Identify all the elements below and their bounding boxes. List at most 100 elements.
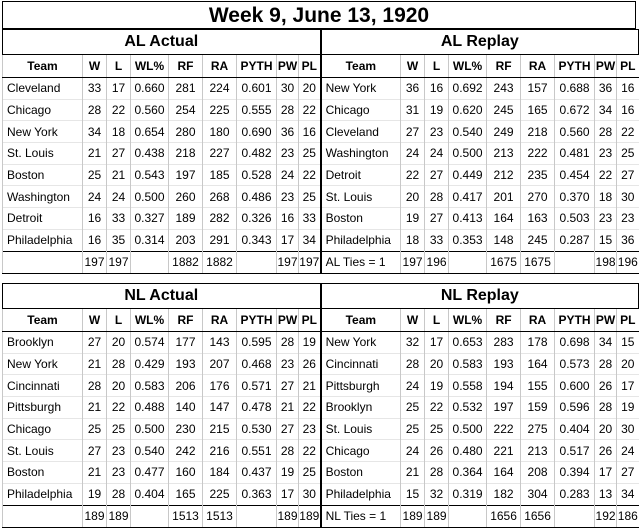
stat-cell: 0.353 [448,228,487,251]
stat-cell: 0.477 [130,461,169,484]
stat-cell: 21 [400,461,425,484]
stat-cell: 0.692 [448,77,487,100]
stat-cell: 16 [424,77,449,100]
stat-cell: 0.596 [554,396,595,419]
stat-cell: 27 [424,207,449,230]
column-header: WL% [130,54,169,78]
stat-cell: 28 [594,120,617,143]
stat-cell: 160 [168,461,203,484]
stat-cell: 0.688 [554,77,595,100]
stat-cell: 19 [424,98,449,121]
table-row: Detroit 16 33 0.327 189 282 0.326 16 33 Boston 19 2… [2,207,639,230]
total-cell [236,250,277,274]
stat-cell: 193 [168,352,203,375]
team-name-cell: New York [319,77,401,100]
stat-cell: 164 [486,207,521,230]
column-header: W [400,54,425,78]
stat-cell: 18 [594,185,617,208]
stat-cell: 25 [616,142,639,165]
stat-cell: 33 [82,77,107,100]
table-row: New York 21 28 0.429 193 207 0.468 23 26 Cincinna… [2,352,639,375]
total-cell [130,250,169,274]
stat-cell: 21 [82,396,107,419]
stat-cell: 157 [520,77,555,100]
total-cell: NL Ties = 1 [319,504,401,528]
stat-cell: 24 [424,142,449,165]
stat-cell: 0.481 [554,142,595,165]
stat-cell: 0.528 [236,163,277,186]
column-header: Team [2,308,83,332]
stat-cell: 0.558 [448,374,487,397]
team-name-cell: Brooklyn [2,331,83,354]
column-header: PYTH [554,54,595,78]
stat-cell: 0.653 [448,331,487,354]
stat-cell: 32 [424,482,449,505]
stat-cell: 24 [616,439,639,462]
column-header: PL [616,54,639,78]
table-row: St. Louis 21 27 0.438 218 227 0.482 23 25 Washing… [2,142,639,165]
stat-cell: 0.532 [448,396,487,419]
total-cell: 189 [400,504,425,528]
stat-cell: 0.364 [448,461,487,484]
table-row: Pittsburgh 21 22 0.488 140 147 0.478 21 22 Brookl… [2,396,639,419]
total-cell [2,250,83,274]
stat-cell: 0.394 [554,461,595,484]
team-name-cell: Pittsburgh [319,374,401,397]
table-row: Boston 25 21 0.543 197 185 0.528 24 22 Detroit 22 2… [2,163,639,186]
stat-cell: 30 [616,185,639,208]
stat-cell: 16 [297,120,321,143]
stat-cell: 20 [106,331,131,354]
column-header: PW [276,308,299,332]
total-cell [554,504,595,528]
stat-cell: 36 [400,77,425,100]
stat-cell: 0.468 [236,352,277,375]
column-header: PW [594,308,617,332]
column-header: RF [168,308,203,332]
stat-cell: 34 [594,98,617,121]
team-name-cell: New York [2,352,83,375]
stat-cell: 23 [106,439,131,462]
section-title-right: NL Replay [319,283,640,309]
stat-cell: 23 [424,120,449,143]
stat-cell: 282 [202,207,237,230]
total-cell: AL Ties = 1 [319,250,401,274]
stat-cell: 0.413 [448,207,487,230]
stat-cell: 21 [106,163,131,186]
stat-cell: 28 [106,482,131,505]
team-name-cell: Washington [2,185,83,208]
column-header: PL [297,54,321,78]
stat-cell: 28 [400,352,425,375]
stat-cell: 34 [297,228,321,251]
stat-cell: 23 [276,142,299,165]
stat-cell: 230 [168,417,203,440]
stat-cell: 27 [616,461,639,484]
stat-cell: 222 [486,417,521,440]
stat-cell: 0.417 [448,185,487,208]
stat-cell: 140 [168,396,203,419]
stat-cell: 182 [486,482,521,505]
column-header: WL% [448,308,487,332]
stat-cell: 0.551 [236,439,277,462]
column-header: W [400,308,425,332]
team-name-cell: Philadelphia [2,482,83,505]
stat-cell: 245 [486,98,521,121]
table-row: Philadelphia 16 35 0.314 203 291 0.343 17 34 Phil… [2,228,639,251]
stat-cell: 28 [424,185,449,208]
column-header: WL% [130,308,169,332]
stat-cell: 26 [297,352,321,375]
total-cell: 189 [106,504,131,528]
stat-cell: 15 [616,331,639,354]
stat-cell: 21 [276,396,299,419]
stat-cell: 28 [424,461,449,484]
total-cell: 192 [594,504,617,528]
stat-cell: 0.500 [130,185,169,208]
section-header-row: NL Actual NL Replay [1,283,640,309]
stat-cell: 24 [400,439,425,462]
total-cell [130,504,169,528]
column-header-row: Team W L WL% RF RA PYTH PW PL Team W L WL% RF RA PYTH PW… [2,54,639,78]
stat-cell: 0.449 [448,163,487,186]
stat-cell: 225 [202,482,237,505]
team-name-cell: Philadelphia [319,228,401,251]
total-cell: 1513 [168,504,203,528]
